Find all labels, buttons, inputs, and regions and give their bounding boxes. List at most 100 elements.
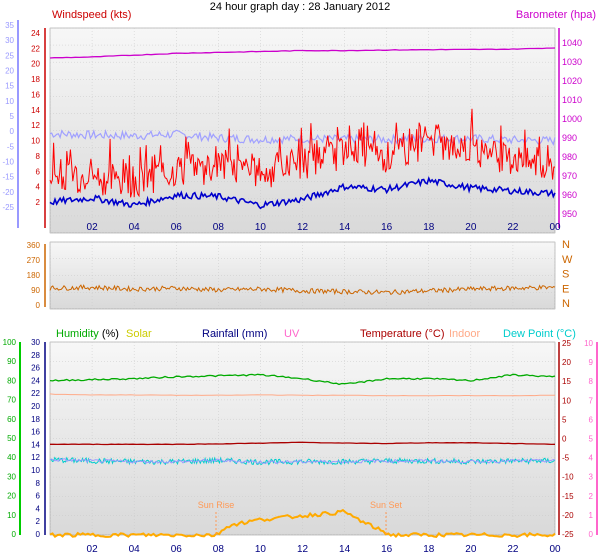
rainfall-tick-label: 8 — [36, 479, 41, 488]
x-tick-label: 08 — [213, 222, 225, 233]
wind-outer-tick-label: -5 — [7, 142, 15, 151]
wind-outer-tick-label: 35 — [5, 21, 14, 30]
x-tick-label: 00 — [549, 222, 561, 233]
x-tick-label: 14 — [339, 222, 351, 233]
rainfall-tick-label: 6 — [36, 492, 41, 501]
barometer-line — [49, 47, 556, 59]
barometer-tick-label: 960 — [562, 190, 577, 200]
uv-tick-label: 10 — [584, 339, 593, 348]
wind-outer-tick-label: -25 — [2, 203, 14, 212]
uv-tick-label: 3 — [589, 473, 594, 482]
x-tick-label: 16 — [381, 544, 393, 555]
temp-panel-axes: 1009080706050403020100302826242220181614… — [3, 338, 594, 539]
windspeed-line — [49, 108, 556, 198]
rainfall-tick-label: 22 — [31, 389, 40, 398]
humidity-tick-label: 40 — [7, 453, 16, 462]
temperature-legend: Temperature (°C) — [360, 328, 444, 340]
wind-panel-axes: 35302520151050-5-10-15-20-25242220181614… — [2, 21, 582, 219]
barometer-tick-label: 1020 — [562, 76, 582, 86]
humidity-tick-label: 60 — [7, 415, 16, 424]
uv-tick-label: 1 — [589, 511, 594, 520]
direction-tick-label: 360 — [27, 241, 41, 250]
uv-tick-label: 5 — [589, 435, 594, 444]
x-tick-label: 20 — [465, 544, 477, 555]
wind-inner-tick-label: 2 — [36, 198, 41, 207]
x-tick-label: 12 — [297, 222, 309, 233]
wind-x-ticks: 02 04 06 08 10 12 14 16 18 20 22 00 — [87, 222, 561, 233]
humidity-legend: Humidity (%) — [56, 328, 119, 340]
direction-panel-series — [49, 284, 556, 296]
temperature-tick-label: 0 — [562, 435, 567, 444]
barometer-tick-label: 950 — [562, 209, 577, 219]
wind-average-line — [49, 176, 556, 210]
chart-title: 24 hour graph day : 28 January 2012 — [210, 1, 390, 13]
humidity-tick-label: 100 — [3, 338, 17, 347]
rainfall-tick-label: 12 — [31, 453, 40, 462]
x-tick-label: 02 — [87, 544, 99, 555]
humidity-tick-label: 80 — [7, 376, 16, 385]
x-tick-label: 22 — [507, 544, 519, 555]
x-tick-label: 14 — [339, 544, 351, 555]
wind-inner-tick-label: 22 — [31, 44, 40, 53]
humidity-tick-label: 20 — [7, 492, 16, 501]
rainfall-tick-label: 28 — [31, 351, 40, 360]
sunrise-marker: Sun Rise — [198, 500, 234, 535]
windspeed-legend: Windspeed (kts) — [52, 9, 131, 21]
x-tick-label: 04 — [129, 544, 141, 555]
barometer-tick-label: 1030 — [562, 57, 582, 67]
x-tick-label: 12 — [297, 544, 309, 555]
barometer-tick-label: 1010 — [562, 95, 582, 105]
x-tick-label: 06 — [171, 544, 183, 555]
sunset-marker: Sun Set — [370, 500, 403, 535]
direction-tick-label: 0 — [36, 301, 41, 310]
compass-label: N — [562, 239, 570, 251]
sunset-label: Sun Set — [370, 500, 403, 510]
indoor-temperature-line — [49, 393, 556, 397]
x-tick-label: 08 — [213, 544, 225, 555]
barometer-tick-label: 980 — [562, 152, 577, 162]
barometer-tick-label: 990 — [562, 133, 577, 143]
wind-inner-tick-label: 4 — [36, 183, 41, 192]
x-tick-label: 06 — [171, 222, 183, 233]
humidity-line — [49, 373, 556, 386]
temperature-tick-label: 5 — [562, 415, 567, 424]
wind-inner-tick-label: 12 — [31, 121, 40, 130]
humidity-tick-label: 10 — [7, 511, 16, 520]
dewpoint-legend: Dew Point (°C) — [503, 328, 576, 340]
rainfall-tick-label: 26 — [31, 364, 40, 373]
x-tick-label: 20 — [465, 222, 477, 233]
humidity-tick-label: 50 — [7, 434, 16, 443]
compass-label: N — [562, 298, 570, 310]
rainfall-tick-label: 0 — [36, 530, 41, 539]
rainfall-tick-label: 10 — [31, 466, 40, 475]
uv-tick-label: 4 — [589, 454, 594, 463]
uv-tick-label: 8 — [589, 377, 594, 386]
wind-inner-tick-label: 24 — [31, 29, 40, 38]
wind-direction-line — [49, 284, 556, 296]
temp-panel-series — [49, 373, 556, 539]
temperature-tick-label: 15 — [562, 377, 571, 386]
humidity-tick-label: 0 — [12, 530, 17, 539]
uv-tick-label: 0 — [589, 530, 594, 539]
compass-label: W — [562, 254, 573, 266]
rainfall-tick-label: 2 — [36, 517, 41, 526]
wind-outer-tick-label: 5 — [10, 112, 15, 121]
temp-x-ticks: 02 04 06 08 10 12 14 16 18 20 22 00 — [87, 544, 561, 555]
wind-outer-tick-label: 0 — [10, 127, 15, 136]
uv-tick-label: 6 — [589, 415, 594, 424]
uv-tick-label: 2 — [589, 492, 594, 501]
wind-outer-tick-label: -15 — [2, 173, 14, 182]
temperature-tick-label: 10 — [562, 396, 571, 405]
humidity-tick-label: 90 — [7, 357, 16, 366]
wind-inner-tick-label: 10 — [31, 137, 40, 146]
rainfall-tick-label: 20 — [31, 402, 40, 411]
wind-inner-tick-label: 14 — [31, 106, 40, 115]
wind-outer-tick-label: 10 — [5, 97, 14, 106]
x-tick-label: 02 — [87, 222, 99, 233]
direction-tick-label: 90 — [31, 286, 40, 295]
x-tick-label: 04 — [129, 222, 141, 233]
rainfall-tick-label: 4 — [36, 504, 41, 513]
